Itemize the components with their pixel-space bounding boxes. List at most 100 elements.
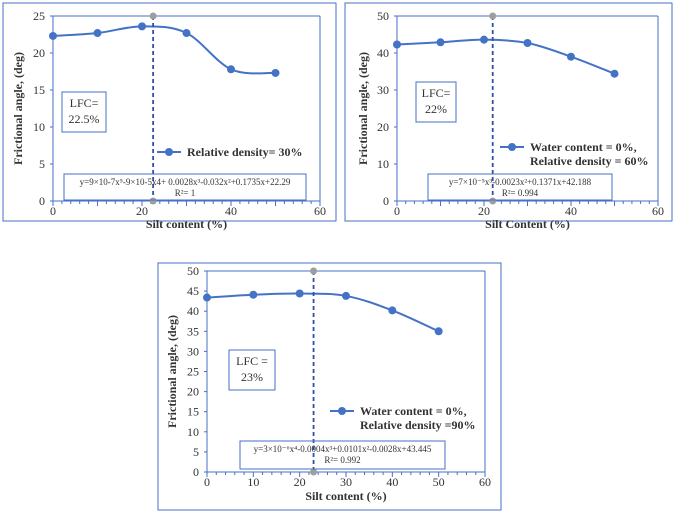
data-point (434, 327, 443, 336)
y-tick-label: 15 (33, 83, 45, 97)
x-tick-label: 20 (478, 204, 490, 218)
x-tick-label: 50 (433, 475, 445, 489)
lfc-box (61, 91, 107, 133)
x-axis-label: Silt Content (%) (485, 217, 570, 231)
y-tick-label: 20 (33, 46, 45, 60)
y-tick-label: 35 (187, 324, 199, 338)
y-tick-label: 0 (39, 194, 45, 208)
legend-label: Relative density =90% (360, 418, 476, 432)
x-tick-label: 40 (225, 204, 237, 218)
data-point (436, 38, 445, 47)
equation-box (63, 173, 307, 201)
y-axis-label: Frictional angle, (deg) (356, 52, 370, 165)
data-point (342, 291, 350, 300)
data-point (523, 39, 532, 48)
x-tick-label: 20 (294, 475, 306, 489)
lfc-marker-bottom (310, 468, 318, 476)
x-tick-label: 40 (386, 475, 398, 489)
chart-1: 0 20 40 60 0 5 10 15 20 25 Silt content (%) Frictio… (2, 2, 337, 231)
lfc-label: LFC = (236, 354, 268, 368)
y-tick-label: 25 (187, 365, 199, 379)
y-tick-label: 20 (377, 120, 389, 134)
y-tick-label: 30 (187, 344, 199, 358)
y-tick-label: 0 (193, 465, 199, 479)
lfc-label: LFC= (70, 96, 99, 110)
y-tick-label: 50 (377, 9, 389, 23)
data-point (49, 31, 57, 40)
y-tick-label: 40 (377, 46, 389, 60)
data-point (610, 69, 619, 78)
chart-frame (157, 262, 502, 511)
y-tick-label: 25 (33, 9, 45, 23)
x-tick-label: 40 (565, 204, 577, 218)
chart-frame (2, 2, 337, 222)
x-tick-label: 10 (247, 475, 259, 489)
y-tick-label: 40 (187, 304, 199, 318)
y-tick-label: 10 (187, 425, 199, 439)
data-point (295, 289, 304, 298)
lfc-label: 23% (241, 370, 263, 384)
data-point (388, 306, 397, 315)
data-point (567, 52, 575, 61)
legend-label: Relative density= 30% (187, 145, 303, 159)
series-line (52, 25, 276, 75)
y-tick-label: 5 (193, 445, 199, 459)
chart-2: 0 20 40 60 0 10 20 30 40 50 Silt Content (%) Fricti… (344, 2, 673, 231)
chart-3: 0 10 20 30 40 50 60 0 5 10 15 20 25 30 35 40 45 50 Silt co… (157, 262, 502, 511)
lfc-label: 22.5% (69, 112, 100, 126)
legend-label: Water content = 0%, (360, 404, 467, 418)
legend-label: Relative density = 60% (530, 154, 649, 168)
y-tick-label: 5 (39, 157, 45, 171)
r-squared: R²= 1 (175, 188, 196, 198)
y-tick-label: 0 (383, 194, 389, 208)
x-tick-label: 0 (394, 204, 400, 218)
data-point (93, 29, 102, 38)
lfc-box (228, 349, 276, 391)
equation-box (427, 173, 613, 201)
y-axis-label: Frictional angle, (deg) (11, 52, 25, 165)
lfc-label: 22% (425, 102, 447, 116)
data-point (249, 290, 258, 299)
x-tick-label: 30 (340, 475, 352, 489)
data-point (271, 68, 280, 77)
legend-label: Water content = 0%, (530, 140, 637, 154)
x-axis-label: Silt content (%) (146, 217, 227, 231)
x-tick-label: 60 (479, 475, 491, 489)
y-tick-label: 45 (187, 284, 199, 298)
chart-frame (344, 2, 673, 222)
x-tick-label: 60 (314, 204, 326, 218)
legend-marker (165, 148, 173, 156)
data-point (227, 65, 235, 74)
lfc-box (415, 81, 457, 123)
lfc-marker-top (489, 12, 497, 20)
data-point (138, 22, 146, 31)
legend-marker (508, 143, 516, 151)
lfc-marker-top (310, 267, 318, 275)
r-squared: R²= 0.994 (502, 188, 539, 198)
trendline-equation: y=3×10⁻⁶x⁴-0.0004x³+0.0101x²-0.0028x+43.… (254, 444, 432, 454)
series-line (206, 292, 440, 333)
series-line (396, 38, 615, 75)
x-tick-label: 0 (50, 204, 56, 218)
data-point (393, 40, 401, 49)
y-tick-label: 20 (187, 385, 199, 399)
data-point (480, 35, 488, 44)
y-tick-label: 15 (187, 405, 199, 419)
data-point (182, 29, 191, 38)
lfc-label: LFC= (422, 86, 451, 100)
trendline-equation: y=9×10-7x⁵-9×10-5x4+ 0.0028x³-0.032x²+0.… (80, 177, 291, 187)
x-tick-label: 60 (652, 204, 664, 218)
equation-box (239, 440, 446, 470)
trendline-equation: y=7×10⁻⁵x³-0.0023x²+0.1371x+42.188 (449, 177, 592, 187)
y-tick-label: 50 (187, 264, 199, 278)
y-tick-label: 10 (377, 157, 389, 171)
y-axis-label: Frictional angle, (deg) (165, 315, 179, 428)
y-tick-label: 10 (33, 120, 45, 134)
x-tick-label: 0 (204, 475, 210, 489)
r-squared: R²= 0.992 (324, 455, 360, 465)
legend-marker (338, 407, 346, 415)
lfc-marker-bottom (489, 197, 497, 205)
x-axis-label: Silt content (%) (305, 489, 386, 503)
lfc-marker-bottom (149, 197, 157, 205)
